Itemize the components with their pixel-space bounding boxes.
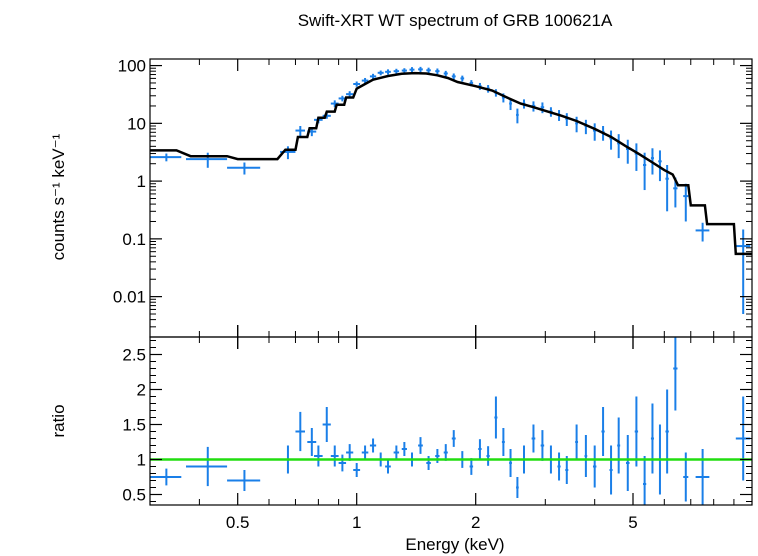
ratio-data-point <box>418 437 423 454</box>
ratio-y-tick-label: 0.5 <box>122 486 146 505</box>
ratio-data-point <box>478 439 482 459</box>
ratio-data-point <box>609 445 613 495</box>
ratio-data-point <box>150 468 182 486</box>
spectrum-data-point <box>625 139 630 164</box>
spectrum-data-point <box>516 108 519 124</box>
ratio-data-point <box>557 452 561 481</box>
spectrum-data-point <box>460 75 465 82</box>
spectrum-data-point <box>426 67 431 74</box>
spectrum-data-point <box>418 66 423 73</box>
ratio-data-point <box>361 445 369 460</box>
spectrum-data-point <box>409 67 415 73</box>
ratio-data-point <box>322 407 331 442</box>
x-axis-title: Energy (keV) <box>405 535 504 554</box>
ratio-panel: 0.5 1 1.5 2 2.5 0.5 1 2 5 <box>122 59 753 532</box>
ratio-data-point <box>601 407 605 456</box>
spectrum-panel: 100 10 1 0.1 0.01 <box>113 57 753 338</box>
spectrum-data-point <box>353 81 361 87</box>
ratio-data-point <box>650 403 654 474</box>
spectrum-y-tick-label: 10 <box>127 114 146 133</box>
ratio-data-point <box>435 449 440 463</box>
chart-title: Swift-XRT WT spectrum of GRB 100621A <box>298 11 613 30</box>
ratio-data-point <box>540 430 545 461</box>
x-tick-label: 2 <box>471 513 480 532</box>
ratio-frame <box>149 336 753 506</box>
spectrum-data-point <box>683 183 689 222</box>
ratio-data-point <box>426 456 431 470</box>
ratio-data-point <box>531 424 536 453</box>
ratio-data-point <box>501 428 505 456</box>
spectrum-data-point <box>227 162 261 175</box>
ratio-y-tick-label: 2.5 <box>122 346 146 365</box>
ratio-y-tick-label: 1.5 <box>122 416 146 435</box>
ratio-data-point <box>393 445 400 460</box>
ratio-y-tick-label: 1 <box>137 451 146 470</box>
spectrum-data-point <box>634 143 639 171</box>
spectrum-data-point <box>295 125 306 137</box>
spectrum-y-tick-label: 0.1 <box>122 230 146 249</box>
ratio-data-point <box>401 442 407 456</box>
ratio-data-point <box>625 435 630 491</box>
spectrum-data-point <box>540 102 545 114</box>
spectrum-data-point <box>617 134 621 159</box>
ratio-data-point <box>617 417 621 474</box>
spectrum-data-point <box>609 130 613 150</box>
ratio-data-point <box>385 459 391 474</box>
ratio-data-point <box>451 430 456 447</box>
spectrum-frame <box>149 58 753 338</box>
ratio-data-point <box>509 449 512 477</box>
ratio-data-point <box>469 458 474 475</box>
x-tick-label: 0.5 <box>226 513 250 532</box>
x-tick-label: 1 <box>352 513 361 532</box>
ratio-data-point <box>592 445 597 488</box>
spectrum-data-point <box>393 68 400 74</box>
ratio-data-point <box>295 411 306 452</box>
ratio-data-point <box>643 456 647 505</box>
ratio-data-point <box>695 449 710 505</box>
ratio-data-point <box>369 438 377 453</box>
ratio-data-point <box>516 477 519 498</box>
ratio-data-point <box>443 444 448 461</box>
ratio-data-point <box>186 446 228 487</box>
spectrum-y-tick-label: 100 <box>118 57 146 76</box>
spectrum-y-tick-label: 0.01 <box>113 288 146 307</box>
ratio-data-point <box>575 424 579 460</box>
spectrum-data-point <box>658 150 662 182</box>
spectrum-data-point <box>377 70 384 76</box>
ratio-data-point <box>494 396 498 439</box>
x-tick-label: 5 <box>628 513 637 532</box>
spectrum-data-point <box>695 222 710 242</box>
ratio-data-point <box>584 435 588 477</box>
model-curve <box>150 71 752 256</box>
spectrum-data-point <box>435 68 440 75</box>
spectrum-y-tick-label: 1 <box>137 172 146 191</box>
ratio-data-point <box>486 446 490 466</box>
ratio-data-point <box>673 337 678 411</box>
ratio-data-point <box>330 445 339 467</box>
spectrum-data-point <box>735 229 751 315</box>
ratio-y-axis-title: ratio <box>49 404 68 437</box>
ratio-data-point <box>314 445 323 467</box>
spectrum-data-point <box>584 119 588 135</box>
spectrum-data-point <box>565 113 569 126</box>
spectrum-data-point <box>150 153 182 162</box>
spectrum-data-point <box>385 69 391 75</box>
ratio-data-point <box>346 444 354 461</box>
spectrum-y-axis-title: counts s⁻¹ keV⁻¹ <box>49 133 68 260</box>
spectrum-data-point <box>369 73 377 80</box>
spectrum-data-point <box>361 77 369 84</box>
ratio-data-point <box>338 454 347 472</box>
spectrum-data-point <box>451 73 456 80</box>
ratio-data-point <box>227 470 261 491</box>
ratio-data-point <box>665 389 669 474</box>
ratio-y-tick-label: 2 <box>137 381 146 400</box>
ratio-data-point <box>634 396 639 467</box>
spectrum-data-point <box>575 116 579 133</box>
ratio-data-point <box>307 428 317 456</box>
ratio-data-point <box>353 463 361 477</box>
spectrum-data-point <box>443 70 448 77</box>
spectrum-data-point <box>592 123 597 141</box>
spectrum-data-point <box>401 68 407 74</box>
